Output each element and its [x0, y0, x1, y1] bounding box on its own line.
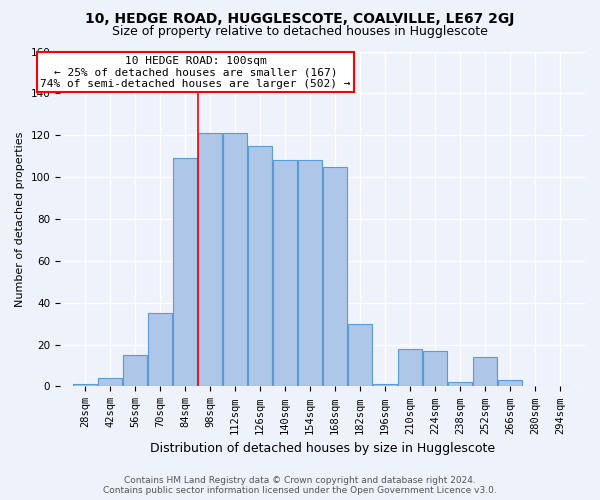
Text: 10, HEDGE ROAD, HUGGLESCOTE, COALVILLE, LE67 2GJ: 10, HEDGE ROAD, HUGGLESCOTE, COALVILLE, … — [85, 12, 515, 26]
Bar — [197, 133, 223, 386]
Bar — [98, 378, 122, 386]
Bar — [473, 357, 497, 386]
Y-axis label: Number of detached properties: Number of detached properties — [15, 132, 25, 306]
Bar — [398, 349, 422, 387]
Text: Size of property relative to detached houses in Hugglescote: Size of property relative to detached ho… — [112, 25, 488, 38]
Bar — [497, 380, 523, 386]
Bar — [373, 384, 397, 386]
Bar — [422, 351, 448, 386]
Bar — [122, 355, 148, 386]
Bar — [248, 146, 272, 386]
Bar — [323, 166, 347, 386]
Bar — [173, 158, 197, 386]
Bar — [223, 133, 247, 386]
X-axis label: Distribution of detached houses by size in Hugglescote: Distribution of detached houses by size … — [150, 442, 495, 455]
Bar — [448, 382, 472, 386]
Bar — [272, 160, 298, 386]
Text: Contains HM Land Registry data © Crown copyright and database right 2024.
Contai: Contains HM Land Registry data © Crown c… — [103, 476, 497, 495]
Bar — [148, 313, 172, 386]
Text: 10 HEDGE ROAD: 100sqm
← 25% of detached houses are smaller (167)
74% of semi-det: 10 HEDGE ROAD: 100sqm ← 25% of detached … — [40, 56, 351, 89]
Bar — [298, 160, 322, 386]
Bar — [347, 324, 373, 386]
Bar — [73, 384, 97, 386]
